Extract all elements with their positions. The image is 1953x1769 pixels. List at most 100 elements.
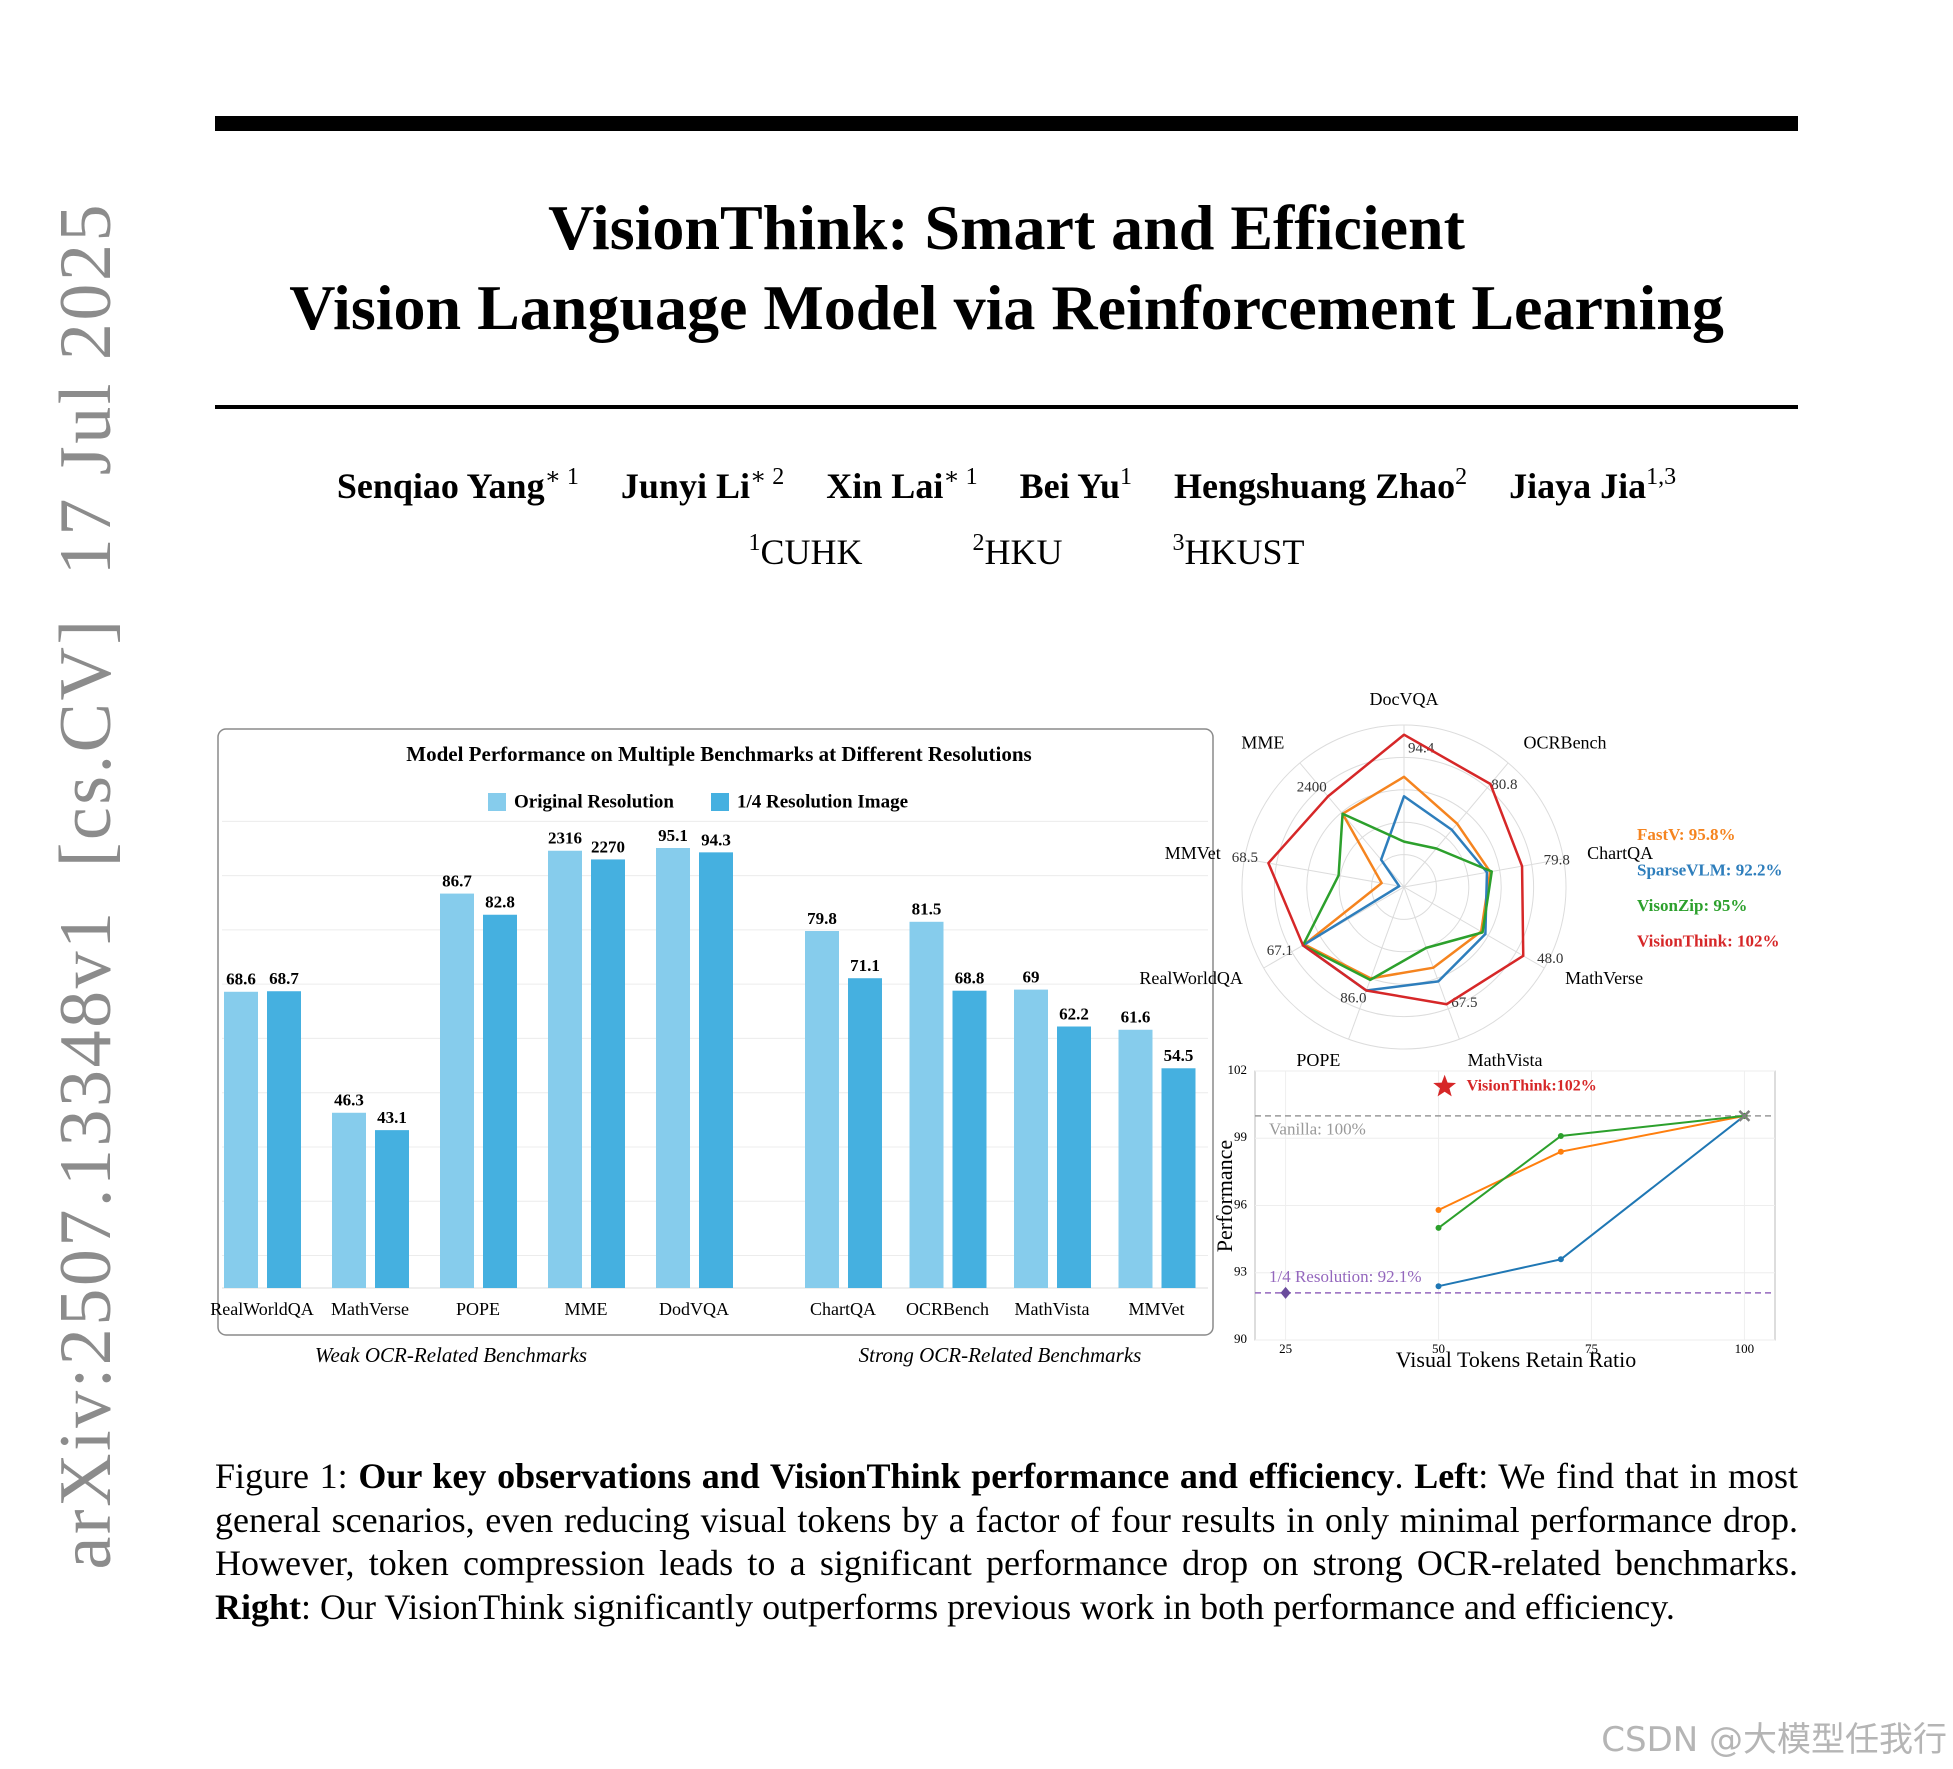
caption-text: : We find that in most general scenarios… [215,1456,1799,1583]
marker [1280,1286,1291,1299]
bar-chart-title: Model Performance on Multiple Benchmarks… [406,742,1031,766]
radar-axis-label: MathVista [1468,1050,1543,1070]
value-label: 62.2 [1059,1004,1089,1023]
value-label: 54.5 [1164,1046,1194,1065]
radar-tick-label: 80.8 [1491,777,1517,793]
radar-tick-label: 67.5 [1451,995,1477,1011]
author-name: Senqiao Yang [336,466,545,506]
value-label: 68.7 [269,969,299,988]
figure-caption: Figure 1: Our key observations and Visio… [215,1455,1798,1629]
value-label: 46.3 [334,1091,364,1110]
value-label: 2316 [548,829,582,848]
marker-label: VisionThink:102% [1467,1077,1597,1094]
legend-label: FastV: 95.8% [1637,825,1736,844]
x-tick-label: ChartQA [810,1299,876,1319]
radar-axis-label: OCRBench [1524,733,1607,753]
author-mark: ∗ 1 [544,464,579,490]
radar-tick-label: 67.1 [1267,943,1293,959]
bar [699,852,733,1288]
radar-spoke [1403,858,1564,888]
bar [483,914,517,1288]
radar-axis-label: RealWorldQA [1139,968,1243,988]
bar [591,859,625,1288]
affiliation-name: HKU [984,532,1063,572]
radar-axis-label: POPE [1296,1050,1340,1070]
bar [375,1130,409,1288]
reference-label: 1/4 Resolution: 92.1% [1269,1267,1422,1286]
affiliation-name: CUHK [760,532,863,572]
author-mark: ∗ 2 [749,464,785,490]
value-label: 43.1 [377,1108,407,1127]
affiliation-mark: 3 [1172,530,1185,556]
radar-tick-label: 79.8 [1544,853,1570,869]
value-label: 81.5 [912,900,942,919]
affiliation: 2HKU [973,528,1063,576]
line-point [1557,1133,1564,1140]
x-tick-label: MathVista [1015,1299,1090,1319]
radar-spoke [1403,886,1545,969]
x-tick-label: 25 [1279,1341,1292,1356]
caption-text: Our key observations and VisionThink per… [358,1456,1395,1496]
radar-series [1267,733,1525,1006]
title-line: Vision Language Model via Reinforcement … [289,272,1724,343]
y-axis-label: Performance [1212,1140,1237,1252]
value-label: 82.8 [485,893,515,912]
caption-text: Left [1414,1456,1479,1496]
legend-label: VisonZip: 95% [1637,896,1747,915]
value-label: 2270 [591,837,625,856]
bar [1057,1026,1091,1288]
author: Xin Lai∗ 1 [826,462,977,510]
radar-tick-label: 48.0 [1537,951,1563,967]
bar [952,990,987,1288]
x-tick-label: DodVQA [659,1299,729,1319]
author: Jiaya Jia1,3 [1509,462,1676,510]
bar [440,893,474,1288]
author-name: Bei Yu [1019,466,1121,506]
radar-tick-label: 2400 [1297,780,1327,796]
group-label: Weak OCR-Related Benchmarks [315,1343,587,1367]
radar-spoke [1403,886,1460,1040]
radar-spoke [1244,858,1405,888]
y-tick-label: 93 [1234,1264,1247,1279]
radar-series [1301,795,1489,992]
x-tick-label: 75 [1585,1341,1598,1356]
bar [1118,1029,1153,1288]
author: Senqiao Yang∗ 1 [337,462,579,510]
line-point [1435,1224,1442,1231]
author-mark: 1 [1120,464,1133,490]
bar [805,931,839,1288]
caption-text: : Our VisionThink significantly outperfo… [301,1586,1675,1627]
radar-axis-label: MathVerse [1565,968,1643,988]
author: Hengshuang Zhao2 [1174,462,1467,510]
radar-tick-label: 68.5 [1232,850,1258,866]
legend-label: SparseVLM: 92.2% [1637,861,1782,880]
affiliation: 3HKUST [1173,528,1305,576]
x-tick-label: MME [564,1299,607,1319]
bar [909,921,944,1288]
reference-label: Vanilla: 100% [1269,1120,1366,1139]
bar [548,850,582,1288]
caption-text: Right [215,1586,302,1627]
line-point [1557,1256,1564,1263]
value-label: 61.6 [1121,1008,1151,1027]
value-label: 86.7 [442,871,472,890]
top-rule [215,116,1798,131]
arxiv-id: arXiv:2507.13348v1 [cs.CV] 17 Jul 2025 [45,205,127,1570]
affiliation-list: 1CUHK 2HKU 3HKUST [215,528,1798,576]
watermark: CSDN @大模型任我行 [1601,1720,1947,1760]
marker [1738,1109,1751,1122]
author-name: Junyi Li [620,466,750,506]
radar-series [1303,775,1492,980]
x-tick-label: MathVerse [331,1299,409,1319]
bar [267,991,301,1288]
radar-series [1301,812,1493,982]
affiliation-mark: 1 [748,530,761,556]
author-name: Jiaya Jia [1509,466,1647,506]
value-label: 68.6 [226,970,256,989]
title-rule [215,405,1798,409]
x-tick-label: 100 [1735,1341,1755,1356]
author: Junyi Li∗ 2 [621,462,784,510]
bar [224,991,258,1288]
author-mark: 2 [1455,464,1468,490]
